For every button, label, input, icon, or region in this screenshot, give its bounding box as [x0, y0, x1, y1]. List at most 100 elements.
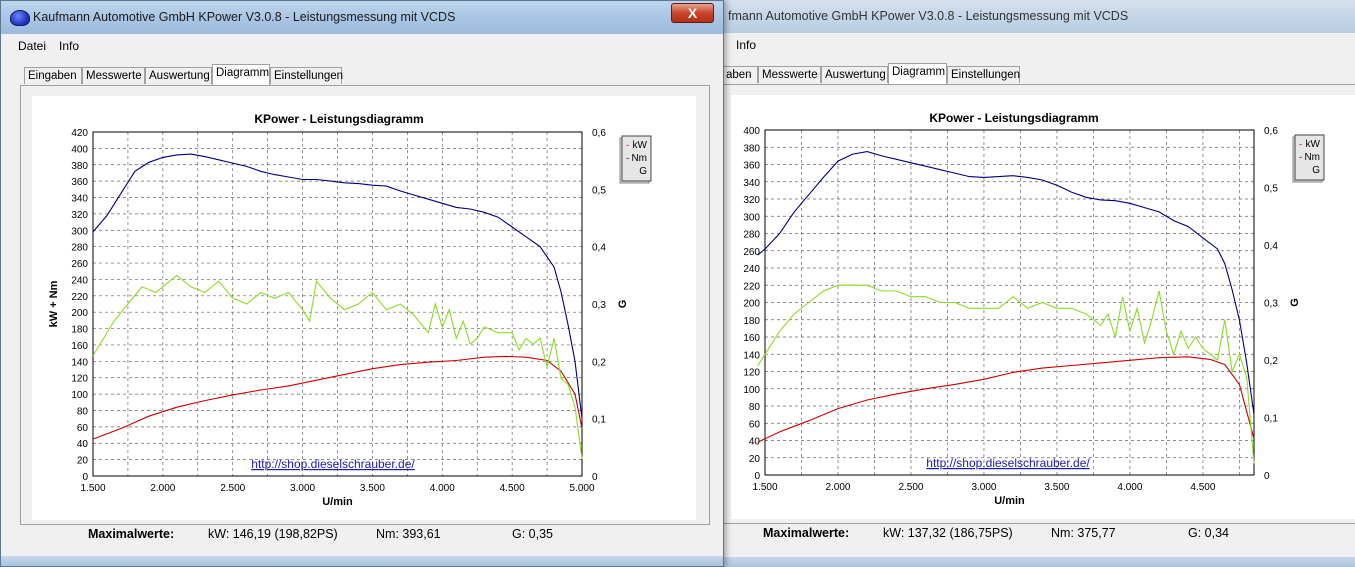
y-tick-label: 400 — [743, 126, 760, 137]
y-tick-label: 40 — [749, 437, 761, 448]
window-front[interactable]: Kaufmann Automotive GmbH KPower V3.0.8 -… — [0, 0, 724, 567]
y-tick-label: 420 — [71, 128, 88, 139]
max-nm-value: Nm: 393,61 — [376, 527, 441, 541]
close-button[interactable]: X — [671, 3, 714, 23]
tab-messwerte[interactable]: Messwerte — [758, 66, 821, 83]
y-tick-label: 200 — [743, 299, 760, 310]
series-line-g — [92, 274, 583, 459]
tab-auswertung[interactable]: Auswertung — [145, 67, 212, 84]
legend-entry: G — [639, 166, 647, 177]
tab-einstellungen[interactable]: Einstellungen — [947, 66, 1020, 83]
menu-info[interactable]: Info — [736, 38, 757, 52]
window-title: Kaufmann Automotive GmbH KPower V3.0.8 -… — [33, 10, 456, 24]
x-tick-label: 4.000 — [430, 483, 455, 494]
y2-tick-label: 0,1 — [592, 415, 606, 426]
series-line-g — [757, 284, 1255, 464]
window-title: fmann Automotive GmbH KPower V3.0.8 - Le… — [728, 9, 1129, 23]
y-tick-label: 20 — [749, 454, 761, 465]
tab-messwerte[interactable]: Messwerte — [82, 67, 145, 84]
power-chart: KPower - Leistungsdiagramm 0 20 40 60 80 100 12… — [48, 112, 652, 508]
y-tick-label: 300 — [71, 226, 88, 237]
legend-panel — [621, 135, 652, 182]
chart-title: KPower - Leistungsdiagramm — [254, 112, 423, 126]
app-icon — [10, 10, 30, 26]
y2-tick-label: 0,4 — [1264, 241, 1278, 252]
y-tick-label: 200 — [71, 308, 88, 319]
y2-tick-label: 0,4 — [592, 243, 606, 254]
y2-tick-label: 0,5 — [1264, 184, 1278, 195]
y-tick-label: 360 — [743, 161, 760, 172]
tab-einstellungen[interactable]: Einstellungen — [270, 67, 343, 84]
max-values-label: Maximalwerte: — [88, 527, 175, 541]
y2-tick-label: 0,3 — [1264, 299, 1278, 310]
title-bar[interactable]: fmann Automotive GmbH KPower V3.0.8 - Le… — [723, 0, 1355, 33]
y2-axis-label: G — [1289, 298, 1301, 307]
y-tick-label: 340 — [71, 194, 88, 205]
y-tick-label: 160 — [71, 341, 88, 352]
x-tick-label: 3.500 — [360, 483, 385, 494]
x-tick-label: 4.000 — [1117, 482, 1142, 493]
window-bottom-border — [723, 557, 1355, 567]
series-line-kw — [757, 356, 1255, 443]
x-tick-label: 1.500 — [80, 483, 105, 494]
tab-diagramm[interactable]: Diagramm — [888, 63, 947, 84]
watermark-link: http://shop.dieselschrauber.de/ — [926, 456, 1090, 470]
y-tick-label: 160 — [743, 333, 760, 344]
chart-title: KPower - Leistungsdiagramm — [929, 111, 1098, 125]
tab-auswertung[interactable]: Auswertung — [821, 66, 888, 83]
x-tick-label: 2.500 — [898, 482, 923, 493]
power-chart: KPower - Leistungsdiagramm 0 20 40 60 80 100 12… — [720, 111, 1325, 507]
y-tick-label: 140 — [71, 357, 88, 368]
y-axis-label: kW + Nm — [731, 279, 732, 326]
menu-datei[interactable]: Datei — [18, 39, 47, 53]
y-tick-label: 20 — [77, 456, 89, 467]
y-tick-label: 320 — [743, 195, 760, 206]
max-nm-value: Nm: 375,77 — [1051, 526, 1116, 540]
y-axis-label: kW + Nm — [48, 280, 60, 327]
y-tick-label: 100 — [71, 390, 88, 401]
plot-frame — [764, 129, 1255, 476]
y-tick-label: 60 — [749, 419, 761, 430]
tab-diagramm[interactable]: Diagramm — [212, 64, 270, 85]
y-tick-label: 220 — [71, 292, 88, 303]
y-tick-label: 60 — [77, 423, 89, 434]
window-back[interactable]: fmann Automotive GmbH KPower V3.0.8 - Le… — [720, 0, 1355, 567]
y-tick-label: 140 — [743, 350, 760, 361]
y-tick-label: 180 — [71, 325, 88, 336]
y2-tick-label: 0,2 — [592, 357, 606, 368]
legend-entry: kW — [633, 140, 648, 151]
y-tick-label: 40 — [77, 439, 89, 450]
legend-entry: G — [1312, 165, 1320, 176]
title-bar[interactable]: Kaufmann Automotive GmbH KPower V3.0.8 -… — [1, 1, 723, 34]
y-tick-label: 220 — [743, 281, 760, 292]
max-kw-value: kW: 146,19 (198,82PS) — [208, 527, 338, 541]
chart-area: KPower - Leistungsdiagramm 0 20 40 60 80 100 12… — [32, 96, 696, 520]
menu-info[interactable]: Info — [59, 39, 80, 53]
series-line-nm — [757, 151, 1255, 415]
x-tick-label: 3.500 — [1044, 482, 1069, 493]
y-tick-label: 120 — [71, 374, 88, 385]
x-tick-label: 5.000 — [569, 483, 594, 494]
y-tick-label: 360 — [71, 177, 88, 188]
y2-tick-label: 0 — [1264, 471, 1270, 482]
x-axis-label: U/min — [322, 496, 353, 508]
y-tick-label: 180 — [743, 316, 760, 327]
x-axis-label: U/min — [994, 495, 1025, 507]
y-tick-label: 240 — [743, 264, 760, 275]
y-tick-label: 400 — [71, 144, 88, 155]
y-tick-label: 320 — [71, 210, 88, 221]
y-tick-label: 380 — [743, 143, 760, 154]
y-tick-label: 100 — [743, 385, 760, 396]
x-tick-label: 2.000 — [825, 482, 850, 493]
y-tick-label: 300 — [743, 212, 760, 223]
y-tick-label: 380 — [71, 161, 88, 172]
tab-eingaben[interactable]: Eingaben — [24, 67, 82, 84]
x-tick-label: 4.500 — [1190, 482, 1215, 493]
legend-panel — [1294, 134, 1325, 181]
y2-tick-label: 0,6 — [592, 128, 606, 139]
tab-eingaben[interactable]: aben — [722, 66, 758, 83]
legend-entry: Nm — [1304, 152, 1320, 163]
y2-tick-label: 0,3 — [592, 300, 606, 311]
legend-entry: Nm — [631, 153, 647, 164]
menu-bar: Info — [730, 34, 1348, 54]
